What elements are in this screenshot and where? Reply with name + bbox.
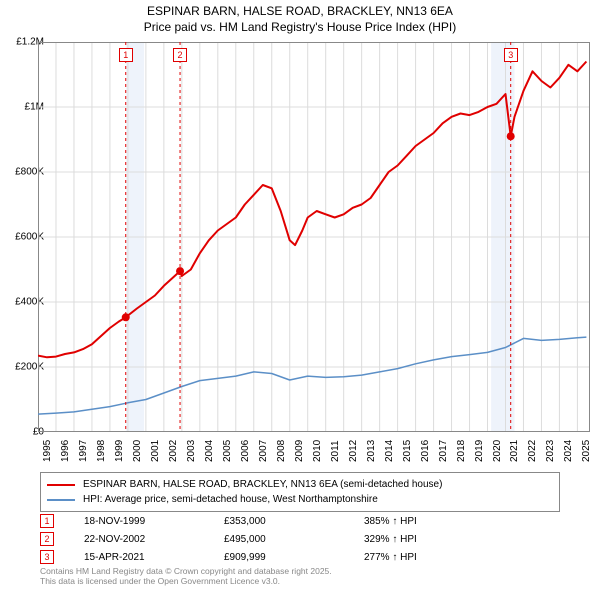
x-tick-label: 2010: [312, 440, 323, 462]
x-tick-label: 2024: [563, 440, 574, 462]
x-tick-label: 2005: [222, 440, 233, 462]
sale-date: 18-NOV-1999: [84, 516, 224, 527]
x-tick-label: 2020: [492, 440, 503, 462]
x-tick-label: 2025: [581, 440, 592, 462]
x-tick-label: 2011: [330, 440, 341, 462]
x-tick-label: 2003: [186, 440, 197, 462]
marker-badge: 1: [40, 514, 54, 528]
x-tick-label: 2002: [168, 440, 179, 462]
x-tick-label: 1995: [42, 440, 53, 462]
title-line2: Price paid vs. HM Land Registry's House …: [0, 20, 600, 36]
legend-label-hpi: HPI: Average price, semi-detached house,…: [83, 492, 378, 507]
x-tick-label: 2004: [204, 440, 215, 462]
marker-badge: 3: [40, 550, 54, 564]
table-row: 1 18-NOV-1999 £353,000 385% ↑ HPI: [40, 512, 504, 530]
chart-svg: [38, 42, 590, 432]
sale-hpi: 277% ↑ HPI: [364, 552, 504, 563]
legend-row-hpi: HPI: Average price, semi-detached house,…: [47, 492, 553, 507]
table-row: 2 22-NOV-2002 £495,000 329% ↑ HPI: [40, 530, 504, 548]
legend-row-property: ESPINAR BARN, HALSE ROAD, BRACKLEY, NN13…: [47, 477, 553, 492]
table-row: 3 15-APR-2021 £909,999 277% ↑ HPI: [40, 548, 504, 566]
chart-marker-flag: 3: [504, 48, 518, 62]
legend-swatch-hpi: [47, 499, 75, 501]
x-tick-label: 2021: [509, 440, 520, 462]
x-tick-label: 2006: [240, 440, 251, 462]
x-tick-label: 2015: [402, 440, 413, 462]
footer-line2: This data is licensed under the Open Gov…: [40, 576, 332, 586]
sale-date: 15-APR-2021: [84, 552, 224, 563]
x-tick-label: 2000: [132, 440, 143, 462]
marker-badge: 2: [40, 532, 54, 546]
x-tick-label: 1998: [96, 440, 107, 462]
legend-label-property: ESPINAR BARN, HALSE ROAD, BRACKLEY, NN13…: [83, 477, 442, 492]
x-tick-label: 2009: [294, 440, 305, 462]
x-tick-label: 2012: [348, 440, 359, 462]
x-tick-label: 2013: [366, 440, 377, 462]
x-tick-label: 2023: [545, 440, 556, 462]
footer-line1: Contains HM Land Registry data © Crown c…: [40, 566, 332, 576]
x-tick-label: 2001: [150, 440, 161, 462]
x-tick-label: 2018: [456, 440, 467, 462]
sale-hpi: 329% ↑ HPI: [364, 534, 504, 545]
sale-date: 22-NOV-2002: [84, 534, 224, 545]
sale-price: £353,000: [224, 516, 364, 527]
sale-price: £495,000: [224, 534, 364, 545]
x-tick-label: 2016: [420, 440, 431, 462]
x-tick-label: 2008: [276, 440, 287, 462]
chart-marker-flag: 1: [119, 48, 133, 62]
x-tick-label: 2007: [258, 440, 269, 462]
chart-plot-area: [38, 42, 590, 432]
sale-price: £909,999: [224, 552, 364, 563]
chart-marker-flag: 2: [173, 48, 187, 62]
x-tick-label: 1997: [78, 440, 89, 462]
chart-container: ESPINAR BARN, HALSE ROAD, BRACKLEY, NN13…: [0, 0, 600, 590]
title-line1: ESPINAR BARN, HALSE ROAD, BRACKLEY, NN13…: [0, 4, 600, 20]
x-tick-label: 2022: [527, 440, 538, 462]
x-tick-label: 2014: [384, 440, 395, 462]
x-tick-label: 2017: [438, 440, 449, 462]
legend-swatch-property: [47, 484, 75, 486]
x-tick-label: 1996: [60, 440, 71, 462]
x-tick-label: 1999: [114, 440, 125, 462]
footer-attribution: Contains HM Land Registry data © Crown c…: [40, 566, 332, 586]
sale-hpi: 385% ↑ HPI: [364, 516, 504, 527]
x-axis-labels: 1995 1996 1997 1998 1999 2000 2001 2002 2003 2004…: [38, 434, 590, 474]
chart-legend: ESPINAR BARN, HALSE ROAD, BRACKLEY, NN13…: [40, 472, 560, 512]
chart-title: ESPINAR BARN, HALSE ROAD, BRACKLEY, NN13…: [0, 0, 600, 35]
x-tick-label: 2019: [474, 440, 485, 462]
sales-table: 1 18-NOV-1999 £353,000 385% ↑ HPI 2 22-N…: [40, 512, 504, 566]
